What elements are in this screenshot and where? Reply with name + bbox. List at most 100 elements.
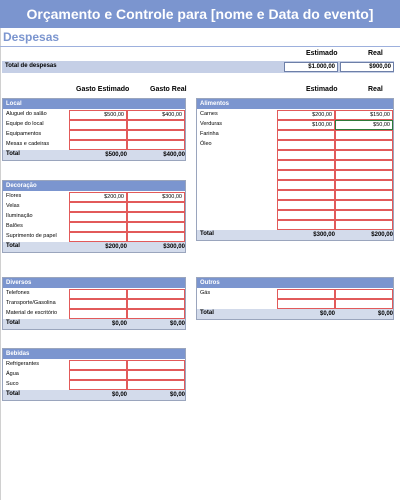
total-expenses-real-cell[interactable]: $900,00 [340, 62, 394, 72]
real-cell[interactable] [127, 222, 185, 232]
real-cell[interactable] [335, 289, 393, 299]
real-cell[interactable] [335, 140, 393, 150]
estimated-cell[interactable] [277, 220, 335, 230]
estimated-cell[interactable] [69, 370, 127, 380]
row-label: Iluminação [6, 213, 33, 219]
estimated-cell[interactable] [69, 360, 127, 370]
real-cell[interactable]: $300,00 [127, 192, 185, 202]
row-label: Balões [6, 223, 23, 229]
estimated-cell[interactable] [277, 289, 335, 299]
estimated-cell[interactable] [69, 140, 127, 150]
real-cell[interactable] [127, 212, 185, 222]
estimated-cell[interactable] [69, 309, 127, 319]
real-cell[interactable] [127, 370, 185, 380]
estimated-cell[interactable] [69, 130, 127, 140]
table-row [197, 170, 393, 180]
row-label: Água [6, 371, 19, 377]
row-label: Carnes [200, 111, 218, 117]
estimated-cell[interactable] [69, 222, 127, 232]
total-real-cell[interactable]: $0,00 [377, 311, 393, 317]
total-estimated-cell[interactable]: $0,00 [111, 392, 127, 398]
real-cell[interactable] [127, 360, 185, 370]
total-label: Total [6, 243, 20, 249]
real-cell[interactable] [127, 309, 185, 319]
estimated-cell[interactable]: $200,00 [69, 192, 127, 202]
real-cell[interactable] [335, 190, 393, 200]
total-expenses-bar: Total de despesas $1.000,00 $900,00 [2, 61, 394, 73]
row-label: Equipamentos [6, 131, 42, 137]
estimated-cell[interactable] [277, 210, 335, 220]
row-label: Transporte/Gasolina [6, 300, 56, 306]
estimated-cell[interactable] [277, 170, 335, 180]
total-estimated-cell[interactable]: $500,00 [105, 152, 127, 158]
real-cell[interactable] [127, 289, 185, 299]
real-cell[interactable] [335, 130, 393, 140]
total-real-cell[interactable]: $400,00 [163, 152, 185, 158]
total-estimated-cell[interactable]: $300,00 [313, 232, 335, 238]
estimated-cell[interactable]: $500,00 [69, 110, 127, 120]
col-header-right-real: Real [368, 86, 383, 93]
real-cell[interactable] [335, 170, 393, 180]
table-row: Óleo [197, 140, 393, 150]
estimated-cell[interactable] [277, 200, 335, 210]
real-cell[interactable] [127, 299, 185, 309]
total-expenses-estimated-cell[interactable]: $1.000,00 [284, 62, 338, 72]
total-estimated-cell[interactable]: $0,00 [111, 321, 127, 327]
real-cell[interactable]: $400,00 [127, 110, 185, 120]
estimated-cell[interactable] [277, 190, 335, 200]
real-cell[interactable]: $150,00 [335, 110, 393, 120]
real-cell[interactable] [335, 220, 393, 230]
real-cell[interactable] [127, 120, 185, 130]
row-label: Refrigerantes [6, 361, 40, 367]
col-header-left-real: Gasto Real [150, 86, 187, 93]
table-row: Balões [3, 222, 185, 232]
table-row [197, 200, 393, 210]
estimated-cell[interactable] [69, 232, 127, 242]
estimated-cell[interactable] [69, 299, 127, 309]
total-real-cell[interactable]: $300,00 [163, 244, 185, 250]
category-header: Bebidas [3, 349, 185, 359]
estimated-cell[interactable] [277, 140, 335, 150]
table-row: Suco [3, 380, 185, 390]
estimated-cell[interactable]: $200,00 [277, 110, 335, 120]
estimated-cell[interactable] [277, 299, 335, 309]
row-label: Verduras [200, 121, 223, 127]
estimated-cell[interactable] [69, 289, 127, 299]
real-cell[interactable] [127, 130, 185, 140]
table-row: Gás [197, 289, 393, 299]
total-estimated-cell[interactable]: $200,00 [105, 244, 127, 250]
total-real-cell[interactable]: $200,00 [371, 232, 393, 238]
real-cell[interactable] [127, 202, 185, 212]
real-cell[interactable] [335, 200, 393, 210]
estimated-cell[interactable]: $100,00 [277, 120, 335, 130]
col-header-left-estimated: Gasto Estimado [76, 86, 130, 93]
table-row: Refrigerantes [3, 360, 185, 370]
real-cell[interactable] [335, 210, 393, 220]
total-label: Total [6, 151, 20, 157]
total-real-cell[interactable]: $0,00 [169, 392, 185, 398]
estimated-cell[interactable] [277, 130, 335, 140]
real-cell[interactable] [335, 180, 393, 190]
subtitle-underline [0, 46, 400, 47]
estimated-cell[interactable] [69, 212, 127, 222]
estimated-cell[interactable] [277, 180, 335, 190]
row-label: Gás [200, 290, 211, 296]
estimated-cell[interactable] [69, 202, 127, 212]
real-cell[interactable] [127, 232, 185, 242]
estimated-cell[interactable] [277, 160, 335, 170]
estimated-cell[interactable] [69, 120, 127, 130]
real-cell[interactable] [127, 380, 185, 390]
real-cell[interactable] [335, 299, 393, 309]
category-header: Local [3, 99, 185, 109]
estimated-cell[interactable] [277, 150, 335, 160]
real-cell[interactable] [127, 140, 185, 150]
total-real-cell[interactable]: $0,00 [169, 321, 185, 327]
real-cell[interactable] [335, 150, 393, 160]
total-estimated-cell[interactable]: $0,00 [319, 311, 335, 317]
real-cell[interactable] [335, 160, 393, 170]
total-label: Total [6, 391, 20, 397]
category-local: Local Aluguel do salão $500,00 $400,00 Equip… [2, 98, 186, 161]
estimated-cell[interactable] [69, 380, 127, 390]
top-header-real: Real [368, 50, 383, 57]
real-cell[interactable]: $50,00 [335, 120, 393, 130]
